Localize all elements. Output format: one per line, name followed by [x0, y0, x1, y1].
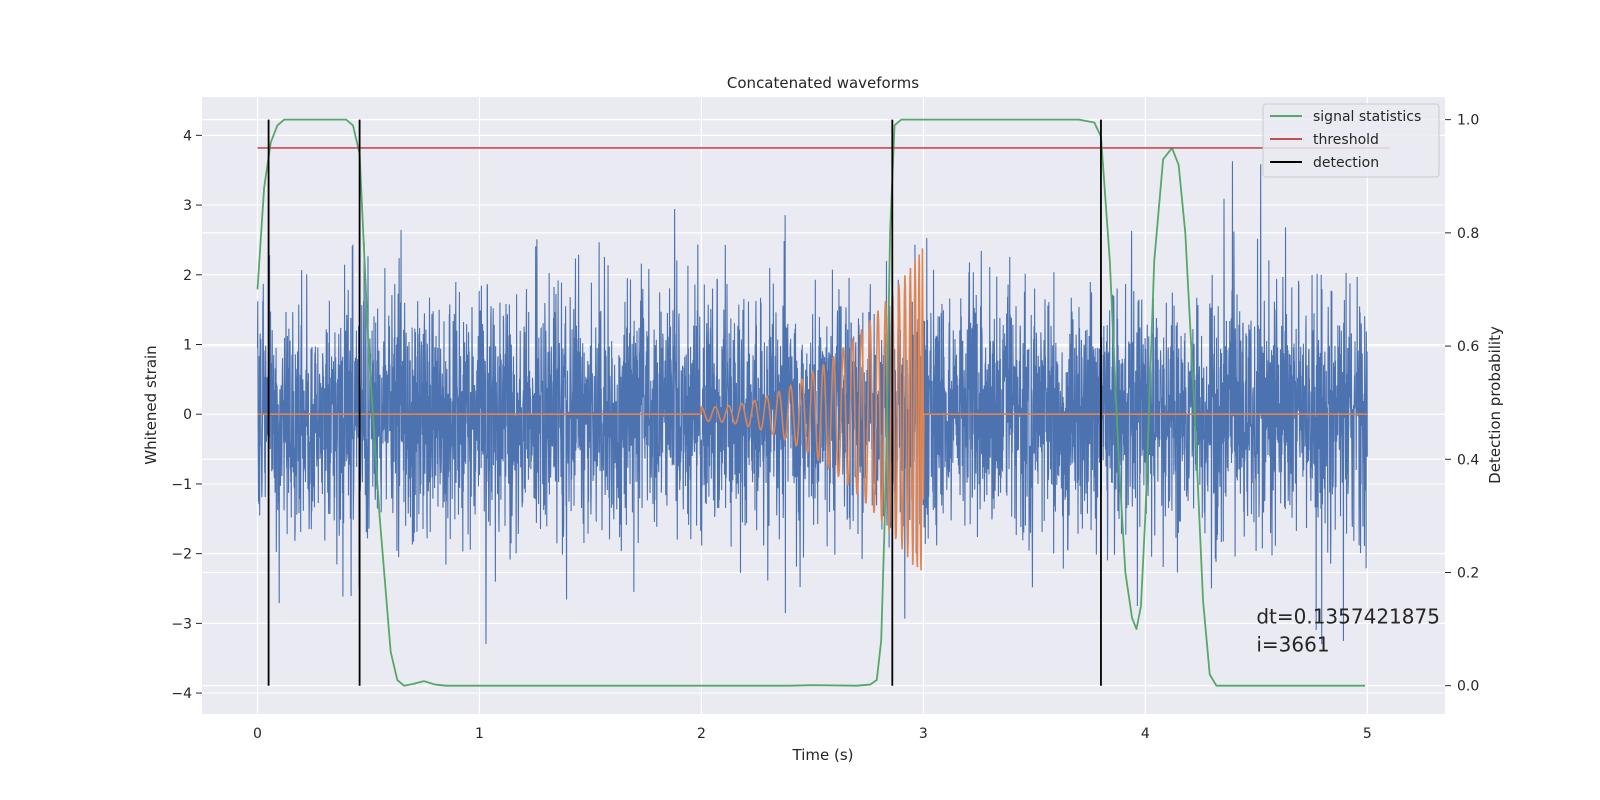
y2-tick-label: 0.0 [1457, 679, 1479, 695]
y2-tick-label: 1.0 [1457, 113, 1479, 129]
y-tick-label: 4 [183, 128, 192, 144]
stat-layer [256, 118, 1366, 687]
annotation-0: dt=0.1357421875 [1256, 604, 1440, 628]
y-tick-label: 3 [183, 198, 192, 214]
y-tick-label: −4 [171, 686, 192, 702]
detection-layer [267, 119, 1102, 686]
y2-tick-label: 0.6 [1457, 339, 1479, 355]
y-tick-label: 0 [183, 407, 192, 423]
y2-tick-label: 0.2 [1457, 565, 1479, 581]
y-tick-label: 1 [183, 337, 192, 353]
x-axis-label: Time (s) [792, 746, 854, 764]
chart-title: Concatenated waveforms [727, 74, 919, 92]
y-tick-label: 2 [183, 268, 192, 284]
y2-tick-label: 0.4 [1457, 452, 1479, 468]
x-tick-label: 5 [1363, 726, 1372, 742]
annotation-1: i=3661 [1256, 632, 1329, 656]
y-tick-label: −1 [171, 477, 192, 493]
legend-label-signal-statistics: signal statistics [1313, 109, 1421, 125]
chirp-template-line [257, 248, 1368, 571]
y2-tick-label: 0.8 [1457, 226, 1479, 242]
x-tick-label: 4 [1141, 726, 1150, 742]
whitened-strain-line [256, 161, 1368, 645]
y-tick-label: −2 [171, 547, 192, 563]
template-layer [257, 248, 1368, 571]
legend-box [1262, 103, 1440, 178]
x-tick-label: 3 [919, 726, 928, 742]
strain-layer [256, 161, 1368, 645]
legend-label-detection: detection [1313, 155, 1379, 171]
x-tick-label: 0 [253, 726, 262, 742]
y-axis-label: Whitened strain [142, 345, 160, 464]
ticks: 0 1 2 3 4 5 −4 −3 −2 −1 0 1 2 3 4 0.0 0.2 0.4 0.6 0.8 1.0 [171, 113, 1479, 742]
annotations: dt=0.1357421875 i=3661 [1256, 604, 1440, 656]
y2-axis-label: Detection probability [1486, 326, 1504, 484]
y-tick-label: −3 [171, 616, 192, 632]
signal-statistics-line [256, 118, 1366, 687]
legend-label-threshold: threshold [1313, 132, 1379, 148]
x-tick-label: 1 [475, 726, 484, 742]
legend: signal statistics threshold detection [1262, 103, 1440, 178]
x-tick-label: 2 [697, 726, 706, 742]
